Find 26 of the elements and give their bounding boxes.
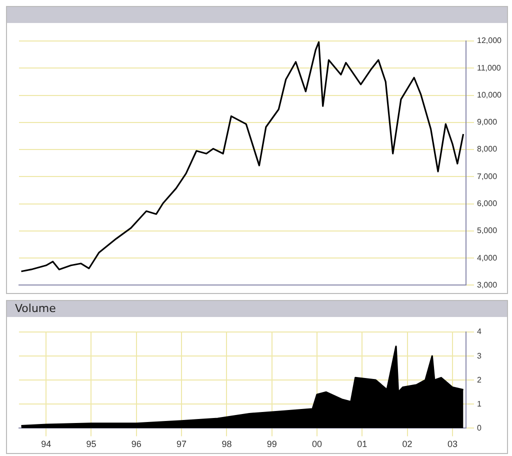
y-tick-label: 3 xyxy=(477,351,482,360)
x-tick-label: 95 xyxy=(86,439,96,450)
x-tick-label: 94 xyxy=(41,439,52,450)
y-tick-label: 4 xyxy=(477,327,482,336)
y-tick-label: 4,000 xyxy=(477,253,498,262)
x-tick-label: 99 xyxy=(266,439,277,450)
y-tick-label: 1 xyxy=(477,399,482,408)
x-tick-label: 98 xyxy=(222,439,232,450)
y-tick-label: 0 xyxy=(477,423,482,432)
x-tick-label: 02 xyxy=(402,439,412,450)
x-tick-label: 03 xyxy=(447,439,458,450)
x-tick-label: 00 xyxy=(312,439,322,450)
chart-title: Volume xyxy=(7,301,507,317)
y-tick-label: 8,000 xyxy=(477,144,498,154)
y-tick-label: 7,000 xyxy=(477,172,498,181)
x-tick-label: 97 xyxy=(176,439,187,450)
x-tick-label: 96 xyxy=(131,439,142,450)
x-tick-label: 01 xyxy=(357,439,368,450)
y-tick-label: 12,000 xyxy=(477,36,502,46)
y-tick-label: 2 xyxy=(477,375,482,384)
y-tick-label: 10,000 xyxy=(477,90,502,100)
y-tick-label: 3,000 xyxy=(477,280,498,290)
y-tick-label: 11,000 xyxy=(477,63,502,72)
y-tick-label: 5,000 xyxy=(477,226,498,236)
y-tick-label: 9,000 xyxy=(477,118,498,127)
y-tick-label: 6,000 xyxy=(477,199,498,208)
